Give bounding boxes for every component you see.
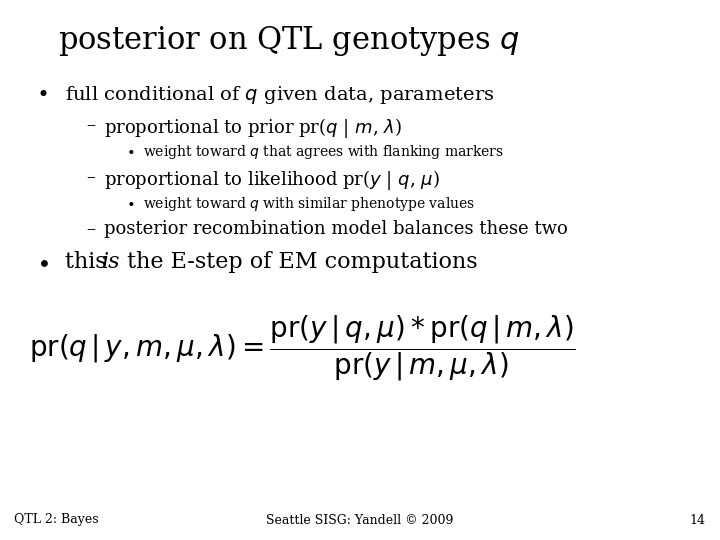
Text: full conditional of $q$ given data, parameters: full conditional of $q$ given data, para… (65, 84, 494, 106)
Text: 14: 14 (690, 514, 706, 526)
Text: –: – (86, 116, 95, 134)
Text: Seattle SISG: Yandell © 2009: Seattle SISG: Yandell © 2009 (266, 514, 454, 526)
Text: the E-step of EM computations: the E-step of EM computations (120, 251, 478, 273)
Text: $\bullet$: $\bullet$ (126, 143, 135, 157)
Text: weight toward $q$ that agrees with flanking markers: weight toward $q$ that agrees with flank… (143, 143, 503, 161)
Text: posterior recombination model balances these two: posterior recombination model balances t… (104, 220, 568, 238)
Text: $\mathrm{pr}(q\,|\,y,m,\mu,\lambda) = \dfrac{\mathrm{pr}(y\,|\,q,\mu)*\mathrm{pr: $\mathrm{pr}(q\,|\,y,m,\mu,\lambda) = \d… (29, 313, 576, 383)
Text: posterior on QTL genotypes $q$: posterior on QTL genotypes $q$ (58, 24, 520, 58)
Text: QTL 2: Bayes: QTL 2: Bayes (14, 514, 99, 526)
Text: $\bullet$: $\bullet$ (36, 251, 49, 274)
Text: weight toward $q$ with similar phenotype values: weight toward $q$ with similar phenotype… (143, 195, 474, 213)
Text: proportional to prior pr($q$ | $m$, $\lambda$): proportional to prior pr($q$ | $m$, $\la… (104, 116, 402, 140)
Text: $\bullet$: $\bullet$ (36, 84, 48, 103)
Text: –: – (86, 220, 95, 238)
Text: is: is (102, 251, 121, 273)
Text: –: – (86, 168, 95, 186)
Text: $\bullet$: $\bullet$ (126, 195, 135, 210)
Text: this: this (65, 251, 114, 273)
Text: proportional to likelihood pr($y$ | $q$, $\mu$): proportional to likelihood pr($y$ | $q$,… (104, 168, 440, 192)
